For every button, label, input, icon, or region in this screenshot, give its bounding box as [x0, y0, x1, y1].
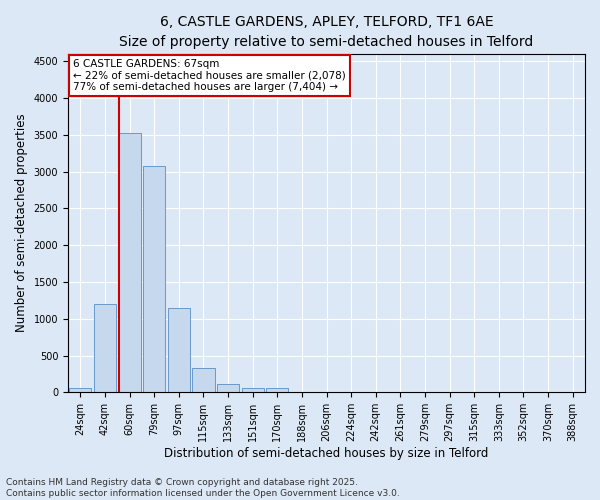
- Text: 6 CASTLE GARDENS: 67sqm
← 22% of semi-detached houses are smaller (2,078)
77% of: 6 CASTLE GARDENS: 67sqm ← 22% of semi-de…: [73, 59, 346, 92]
- Bar: [94, 304, 116, 392]
- X-axis label: Distribution of semi-detached houses by size in Telford: Distribution of semi-detached houses by …: [164, 447, 489, 460]
- Bar: [217, 384, 239, 392]
- Bar: [266, 388, 289, 392]
- Bar: [69, 388, 91, 392]
- Y-axis label: Number of semi-detached properties: Number of semi-detached properties: [15, 114, 28, 332]
- Bar: [143, 166, 165, 392]
- Bar: [193, 368, 215, 392]
- Text: Contains HM Land Registry data © Crown copyright and database right 2025.
Contai: Contains HM Land Registry data © Crown c…: [6, 478, 400, 498]
- Bar: [118, 134, 140, 392]
- Title: 6, CASTLE GARDENS, APLEY, TELFORD, TF1 6AE
Size of property relative to semi-det: 6, CASTLE GARDENS, APLEY, TELFORD, TF1 6…: [119, 15, 533, 48]
- Bar: [242, 388, 264, 392]
- Bar: [168, 308, 190, 392]
